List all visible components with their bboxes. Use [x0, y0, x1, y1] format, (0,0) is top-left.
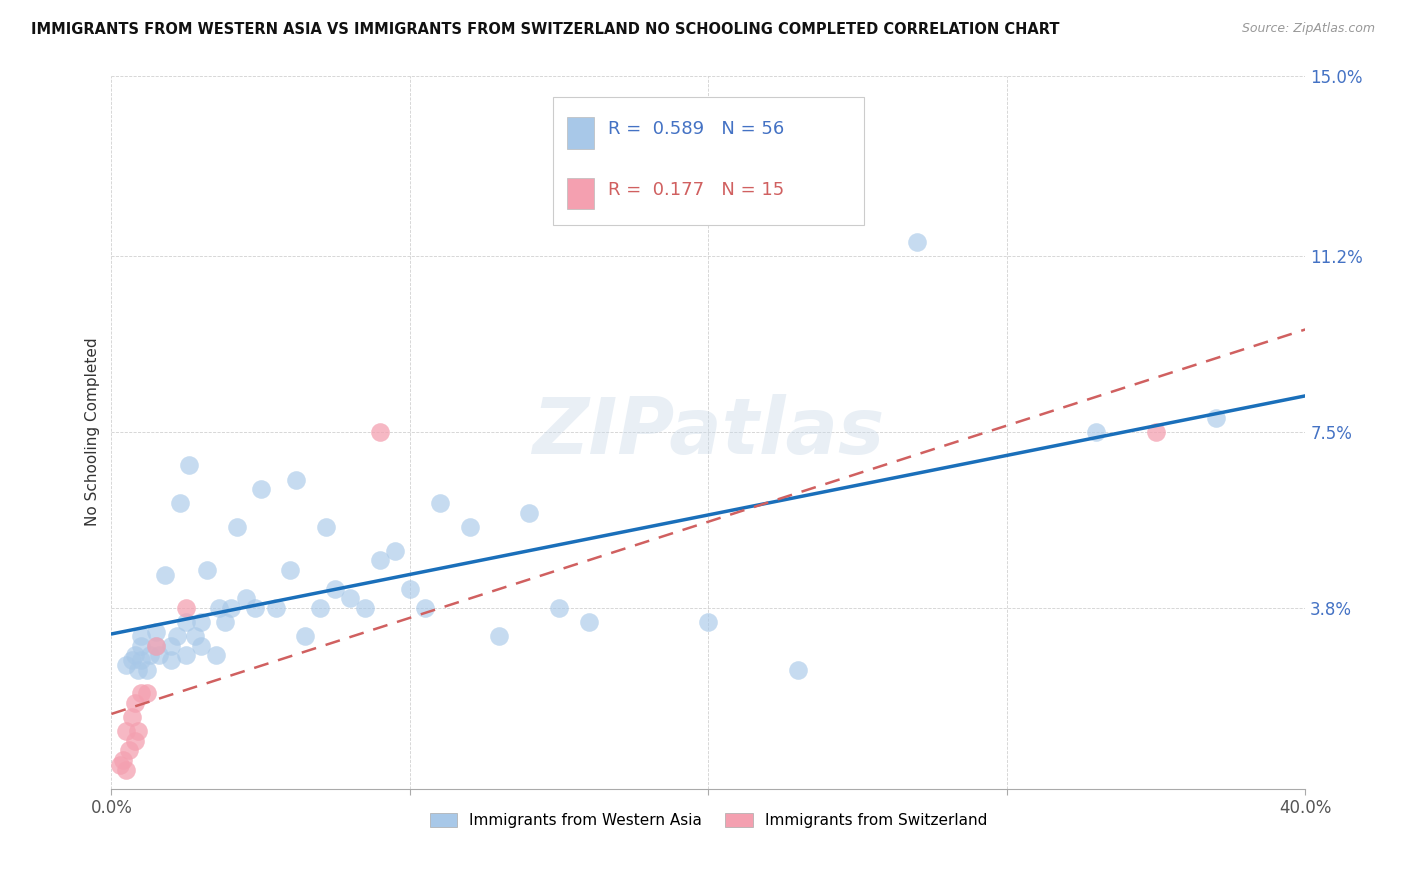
FancyBboxPatch shape [568, 178, 593, 210]
Point [139, 648, 162, 663]
Point [294, 629, 316, 643]
Point [136, 663, 159, 677]
Point [1144, 425, 1167, 439]
Point [354, 600, 377, 615]
Point [129, 639, 152, 653]
Point [243, 600, 266, 615]
Point [160, 639, 183, 653]
Point [145, 639, 167, 653]
Y-axis label: No Schooling Completed: No Schooling Completed [86, 338, 100, 526]
Point [697, 615, 720, 629]
Point [1205, 410, 1227, 425]
Text: R =  0.177   N = 15: R = 0.177 N = 15 [607, 180, 785, 199]
FancyBboxPatch shape [568, 117, 593, 149]
Point [384, 544, 406, 558]
Point [160, 653, 183, 667]
Point [578, 615, 600, 629]
Point [786, 663, 808, 677]
Text: Source: ZipAtlas.com: Source: ZipAtlas.com [1241, 22, 1375, 36]
Point [112, 753, 135, 767]
Point [136, 686, 159, 700]
Point [339, 591, 361, 606]
Text: ZIPatlas: ZIPatlas [533, 394, 884, 470]
Point [174, 648, 197, 663]
Point [225, 520, 247, 534]
Point [214, 615, 236, 629]
Point [115, 763, 138, 777]
Point [1085, 425, 1108, 439]
Point [219, 600, 242, 615]
Point [235, 591, 257, 606]
Point [413, 600, 436, 615]
Point [121, 653, 143, 667]
Point [280, 563, 302, 577]
Point [153, 567, 176, 582]
Point [488, 629, 510, 643]
Point [127, 663, 149, 677]
Point [145, 624, 167, 639]
Text: R =  0.589   N = 56: R = 0.589 N = 56 [607, 120, 785, 138]
Point [129, 686, 152, 700]
Point [115, 724, 138, 739]
Point [124, 734, 146, 748]
Point [174, 600, 197, 615]
Point [166, 629, 188, 643]
Point [205, 648, 228, 663]
Legend: Immigrants from Western Asia, Immigrants from Switzerland: Immigrants from Western Asia, Immigrants… [423, 807, 993, 834]
Point [458, 520, 481, 534]
Point [368, 553, 391, 567]
Point [121, 710, 143, 724]
Point [115, 657, 138, 672]
Point [110, 757, 132, 772]
Point [177, 458, 200, 473]
Point [548, 600, 571, 615]
Point [190, 639, 212, 653]
Point [905, 235, 928, 249]
Point [195, 563, 218, 577]
Point [285, 473, 308, 487]
Point [264, 600, 287, 615]
Text: IMMIGRANTS FROM WESTERN ASIA VS IMMIGRANTS FROM SWITZERLAND NO SCHOOLING COMPLET: IMMIGRANTS FROM WESTERN ASIA VS IMMIGRAN… [31, 22, 1060, 37]
Point [399, 582, 422, 596]
Point [184, 629, 207, 643]
Point [208, 600, 231, 615]
Point [129, 629, 152, 643]
Point [517, 506, 540, 520]
Point [124, 696, 146, 710]
Point [169, 496, 191, 510]
Point [148, 648, 170, 663]
Point [145, 639, 167, 653]
Point [190, 615, 212, 629]
Point [249, 482, 271, 496]
Point [368, 425, 391, 439]
Point [309, 600, 332, 615]
Point [124, 648, 146, 663]
Point [127, 724, 149, 739]
FancyBboxPatch shape [553, 97, 863, 226]
Point [323, 582, 346, 596]
Point [174, 615, 197, 629]
Point [129, 653, 152, 667]
Point [315, 520, 337, 534]
Point [118, 743, 141, 757]
Point [429, 496, 451, 510]
